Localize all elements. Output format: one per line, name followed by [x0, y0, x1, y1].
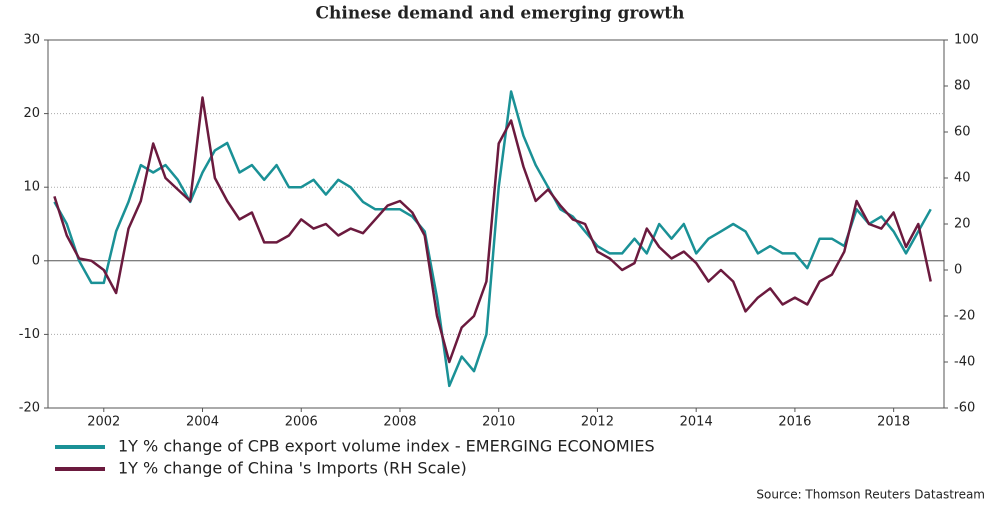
- x-tick-label: 2016: [778, 415, 811, 430]
- x-tick-label: 2006: [285, 415, 318, 430]
- chart-title: Chinese demand and emerging growth: [316, 4, 685, 24]
- series-line: [53, 96, 932, 364]
- y2-tick-label: 40: [954, 171, 971, 186]
- x-tick-label: 2010: [482, 415, 515, 430]
- plot-frame: [47, 39, 945, 409]
- y2-tick-label: -40: [954, 355, 975, 370]
- x-tick-label: 2012: [581, 415, 614, 430]
- x-tick-label: 2008: [383, 415, 416, 430]
- x-tick-label: 2002: [87, 415, 120, 430]
- y-tick-label: 30: [23, 33, 40, 48]
- y2-tick-label: 20: [954, 217, 971, 232]
- series-line: [53, 90, 932, 388]
- y2-tick-label: -20: [954, 309, 975, 324]
- legend-label: 1Y % change of China 's Imports (RH Scal…: [118, 459, 467, 478]
- y2-tick-label: 100: [954, 33, 979, 48]
- source: Source: Thomson Reuters Datastream: [756, 488, 985, 502]
- y2-tick-label: 0: [954, 263, 962, 278]
- x-tick-label: 2018: [877, 415, 910, 430]
- y2-tick-label: -60: [954, 401, 975, 416]
- y2-tick-label: 60: [954, 125, 971, 140]
- y-tick-label: 20: [23, 106, 40, 121]
- y2-tick-label: 80: [954, 79, 971, 94]
- y-tick-label: -20: [19, 401, 40, 416]
- y-tick-label: -10: [19, 327, 40, 342]
- x-tick-label: 2004: [186, 415, 219, 430]
- x-tick-label: 2014: [680, 415, 713, 430]
- y-tick-label: 0: [32, 253, 40, 268]
- legend-label: 1Y % change of CPB export volume index -…: [118, 437, 655, 456]
- y-tick-label: 10: [23, 180, 40, 195]
